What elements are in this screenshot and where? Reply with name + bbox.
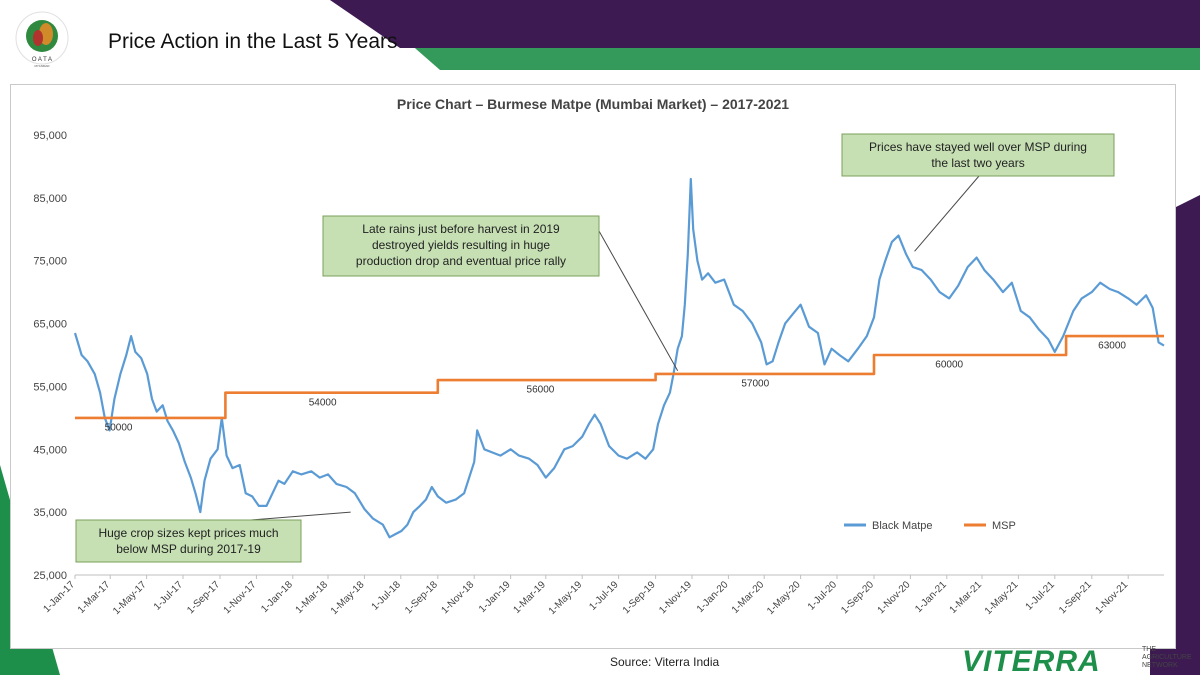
msp-value-label: 56000 (527, 385, 555, 396)
x-tick-label: 1-Nov-21 (1093, 579, 1130, 616)
msp-value-label: 60000 (935, 360, 963, 371)
x-tick-label: 1-May-20 (765, 579, 803, 617)
x-tick-label: 1-Sep-20 (839, 579, 876, 616)
annotation-box (75, 519, 302, 563)
viterra-tagline: THE AGRICULTURE NETWORK (1142, 646, 1192, 670)
x-tick-label: 1-Jul-18 (370, 579, 404, 613)
viterra-wordmark: VITERRA (962, 645, 1101, 678)
y-tick-label: 25,000 (33, 570, 67, 582)
annotation-text: Late rains just before harvest in 2019 (362, 222, 560, 236)
y-tick-label: 55,000 (33, 381, 67, 393)
x-tick-label: 1-Jan-19 (477, 579, 513, 615)
annotation-text: below MSP during 2017-19 (116, 542, 261, 556)
purple-band-top (330, 0, 1200, 48)
y-tick-label: 35,000 (33, 507, 67, 519)
y-tick-label: 75,000 (33, 256, 67, 268)
chart-frame: Price Chart – Burmese Matpe (Mumbai Mark… (10, 84, 1176, 649)
slide-title: Price Action in the Last 5 Years (108, 30, 398, 53)
tagline-line-3: NETWORK (1142, 662, 1178, 669)
x-tick-label: 1-Mar-20 (730, 579, 767, 616)
y-tick-label: 45,000 (33, 444, 67, 456)
annotation-text: Prices have stayed well over MSP during (869, 140, 1087, 154)
annotation-pointer (914, 175, 980, 252)
x-tick-label: 1-Jan-17 (41, 579, 77, 615)
black-matpe-line (73, 177, 1165, 539)
tagline-line-1: THE (1142, 646, 1156, 653)
x-tick-label: 1-Mar-21 (948, 579, 985, 616)
x-tick-label: 1-Jan-20 (695, 579, 731, 615)
x-tick-label: 1-Sep-21 (1057, 579, 1094, 616)
legend-label: Black Matpe (872, 520, 933, 532)
x-tick-label: 1-Jan-18 (259, 579, 295, 615)
x-tick-label: 1-Mar-19 (511, 579, 548, 616)
x-tick-label: 1-Jul-20 (806, 579, 840, 613)
x-tick-label: 1-Nov-20 (876, 579, 913, 616)
annotation-text: production drop and eventual price rally (356, 254, 566, 268)
chart-title: Price Chart – Burmese Matpe (Mumbai Mark… (397, 96, 789, 112)
annotation-pointer (250, 511, 351, 521)
annotation-text: destroyed yields resulting in huge (372, 238, 550, 252)
annotation-box (841, 133, 1115, 177)
msp-value-label: 54000 (309, 397, 337, 408)
annotation-box (322, 215, 600, 277)
msp-value-label: 57000 (741, 378, 769, 389)
y-tick-label: 65,000 (33, 319, 67, 331)
x-tick-label: 1-Jan-21 (913, 579, 949, 615)
y-tick-label: 95,000 (33, 130, 67, 142)
oata-logo: O A T A MYANMAR (15, 11, 69, 68)
x-tick-label: 1-Mar-17 (76, 579, 113, 616)
x-tick-label: 1-Jul-21 (1024, 579, 1058, 613)
x-tick-label: 1-May-17 (111, 579, 149, 617)
y-tick-label: 85,000 (33, 193, 67, 205)
x-tick-label: 1-Sep-18 (403, 579, 440, 616)
annotation-text: Huge crop sizes kept prices much (98, 526, 278, 540)
msp-value-label: 63000 (1098, 341, 1126, 352)
x-tick-label: 1-Sep-19 (621, 579, 658, 616)
annotation-pointer (598, 230, 679, 371)
x-tick-label: 1-Nov-18 (439, 579, 476, 616)
legend-label: MSP (992, 520, 1016, 532)
x-tick-label: 1-Jul-17 (152, 579, 186, 613)
logo-letters: O A T A (32, 57, 52, 63)
msp-line (75, 334, 1164, 420)
x-tick-label: 1-Nov-19 (657, 579, 694, 616)
annotation-text: the last two years (931, 156, 1024, 170)
x-tick-label: 1-May-21 (983, 579, 1021, 617)
price-chart: Price Chart – Burmese Matpe (Mumbai Mark… (33, 96, 1165, 617)
logo-sub: MYANMAR (34, 64, 50, 68)
x-tick-label: 1-May-18 (329, 579, 367, 617)
x-tick-label: 1-Sep-17 (185, 579, 222, 616)
x-tick-label: 1-May-19 (547, 579, 585, 617)
x-tick-label: 1-Jul-19 (587, 579, 621, 613)
msp-value-label: 50000 (105, 422, 133, 433)
tagline-line-2: AGRICULTURE (1142, 654, 1192, 661)
source-text: Source: Viterra India (610, 655, 720, 669)
x-tick-label: 1-Mar-18 (294, 579, 331, 616)
x-tick-label: 1-Nov-17 (222, 579, 259, 616)
